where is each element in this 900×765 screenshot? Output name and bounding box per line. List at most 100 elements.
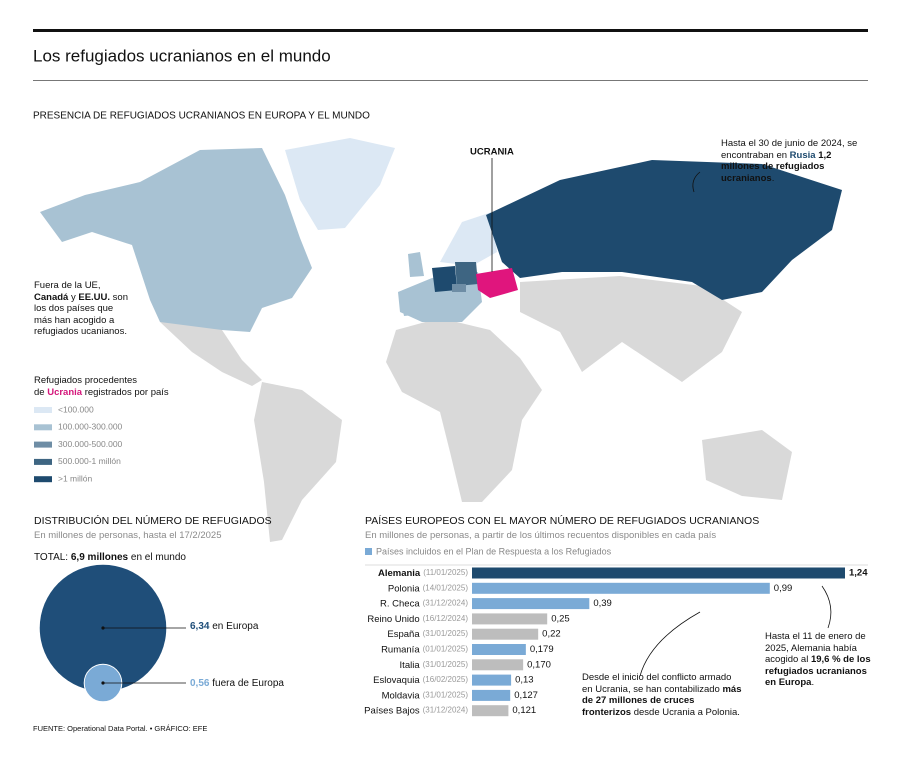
category-label: España (31/01/2025) bbox=[387, 629, 468, 640]
poland-pointer bbox=[639, 611, 701, 677]
country-name: Alemania bbox=[378, 568, 421, 579]
legend-text: Ucrania bbox=[47, 386, 83, 398]
ukraine-label: UCRANIA bbox=[470, 147, 514, 158]
scandinavia bbox=[440, 212, 497, 266]
map-heading: PRESENCIA DE REFUGIADOS UCRANIANOS EN EU… bbox=[33, 111, 370, 122]
bar bbox=[472, 598, 590, 610]
country-date: (31/12/2024) bbox=[423, 599, 469, 608]
value-label: 0,13 bbox=[515, 675, 534, 686]
bar-subtitle: En millones de personas, a partir de los… bbox=[365, 530, 717, 541]
note-text: EE.UU. bbox=[78, 291, 111, 303]
category-label: Eslovaquia (16/02/2025) bbox=[373, 675, 468, 686]
value-label: 0,39 bbox=[593, 598, 612, 609]
category-label: fuera de Europa bbox=[212, 678, 284, 689]
country-name: Eslovaquia bbox=[373, 675, 420, 686]
value-label: 1,24 bbox=[849, 568, 868, 579]
value-label: 0,127 bbox=[514, 690, 538, 701]
united-kingdom bbox=[408, 252, 424, 277]
total-text: TOTAL: bbox=[34, 552, 69, 563]
legend-text: Refugiados procedentes bbox=[34, 375, 137, 386]
bar bbox=[472, 628, 539, 640]
bubble-total: TOTAL: 6,9 millones en el mundo bbox=[34, 552, 186, 564]
note-text: desde Ucrania a Polonia. bbox=[631, 706, 740, 718]
page-title: Los refugiados ucranianos en el mundo bbox=[33, 46, 331, 65]
value-label: 0,25 bbox=[551, 613, 570, 624]
bar bbox=[472, 644, 526, 655]
americas-note: Fuera de la UE, Canadá y EE.UU. son los … bbox=[34, 280, 132, 338]
charts: Países incluidos en el Plan de Respuesta… bbox=[39, 546, 868, 716]
legend-text: de bbox=[34, 386, 48, 398]
legend-swatch bbox=[34, 441, 52, 448]
australia bbox=[702, 430, 792, 500]
spain bbox=[400, 294, 424, 316]
russia-pointer bbox=[692, 171, 701, 193]
germany-note: Hasta el 11 de enero de 2025, Alemania h… bbox=[765, 631, 875, 689]
note-text: son los dos países que más han acogido a… bbox=[34, 291, 129, 338]
central-america bbox=[160, 322, 262, 386]
note-text: Canadá bbox=[34, 291, 69, 303]
greenland bbox=[285, 138, 395, 230]
country-name: Polonia bbox=[388, 583, 420, 594]
note-text: y bbox=[68, 291, 79, 303]
country-date: (11/01/2025) bbox=[423, 568, 468, 577]
category-label: R. Checa (31/12/2024) bbox=[380, 598, 468, 609]
category-label: Rumanía (01/01/2025) bbox=[381, 644, 468, 655]
czech-republic bbox=[452, 284, 466, 292]
russia-note: Hasta el 30 de junio de 2024, se encontr… bbox=[721, 138, 871, 184]
value-label: 6,34 bbox=[190, 621, 210, 632]
legend-label: 300.000-500.000 bbox=[58, 439, 123, 449]
bar bbox=[472, 659, 524, 671]
country-name: Países Bajos bbox=[364, 705, 420, 716]
total-value: 6,9 millones bbox=[70, 552, 129, 563]
note-text: . bbox=[771, 172, 775, 184]
bar-title: PAÍSES EUROPEOS CON EL MAYOR NÚMERO DE R… bbox=[365, 515, 760, 527]
category-label: Polonia (14/01/2025) bbox=[388, 583, 468, 594]
pointer-dot bbox=[101, 626, 105, 630]
country-date: (31/01/2025) bbox=[423, 629, 469, 638]
category-label: Italia (31/01/2025) bbox=[400, 659, 469, 670]
value-label: 0,99 bbox=[774, 583, 793, 594]
pointer-dot bbox=[101, 681, 105, 685]
legend-swatch bbox=[34, 407, 52, 413]
legend-label: <100.000 bbox=[58, 404, 94, 414]
category-label: en Europa bbox=[212, 621, 259, 632]
value-label: 0,121 bbox=[512, 705, 536, 716]
note-text: 19,6 % de los refugiados ucranianos en E… bbox=[765, 654, 871, 688]
bubble-subtitle: En millones de personas, hasta el 17/2/2… bbox=[34, 530, 222, 541]
north-america bbox=[40, 148, 312, 332]
country-date: (31/12/2024) bbox=[423, 706, 469, 715]
note-text: Desde el inicio del conflicto armado en … bbox=[582, 672, 732, 695]
country-date: (01/01/2025) bbox=[423, 645, 469, 654]
category-label: Alemania (11/01/2025) bbox=[378, 568, 468, 579]
country-name: R. Checa bbox=[380, 598, 420, 609]
europe-label: 6,34 en Europa bbox=[190, 621, 258, 633]
title-rule bbox=[33, 80, 868, 81]
legend-swatch bbox=[365, 548, 372, 555]
legend-label: 500.000-1 millón bbox=[58, 456, 121, 466]
germany-pointer bbox=[821, 585, 832, 629]
bar bbox=[472, 613, 548, 625]
south-america bbox=[254, 382, 342, 542]
total-text: en el mundo bbox=[130, 552, 186, 563]
bar bbox=[472, 582, 770, 594]
bar bbox=[472, 567, 845, 579]
legend-swatch bbox=[34, 424, 52, 431]
country-date: (31/01/2025) bbox=[423, 691, 469, 700]
country-date: (14/01/2025) bbox=[423, 583, 469, 592]
note-text: Fuera de la UE, bbox=[34, 280, 101, 291]
country-name: Moldavia bbox=[382, 690, 421, 701]
poland-note: Desde el inicio del conflicto armado en … bbox=[582, 672, 742, 718]
poland bbox=[455, 262, 478, 286]
category-label: Países Bajos (31/12/2024) bbox=[364, 705, 468, 716]
bubble-title: DISTRIBUCIÓN DEL NÚMERO DE REFUGIADOS bbox=[34, 515, 272, 527]
legend-label: >1 millón bbox=[58, 473, 93, 483]
map-legend: <100.000 100.000-300.000 300.000-500.000 50… bbox=[34, 404, 123, 483]
note-text: Hasta el 30 de junio de 2024, se encontr… bbox=[721, 138, 858, 161]
value-label: 0,56 bbox=[190, 678, 210, 689]
legend-swatch bbox=[34, 458, 52, 465]
country-name: Italia bbox=[400, 659, 421, 670]
note-text: Rusia bbox=[789, 149, 816, 161]
country-name: España bbox=[387, 629, 420, 640]
value-label: 0,170 bbox=[527, 659, 551, 670]
legend-label: Países incluidos en el Plan de Respuesta… bbox=[376, 546, 612, 556]
